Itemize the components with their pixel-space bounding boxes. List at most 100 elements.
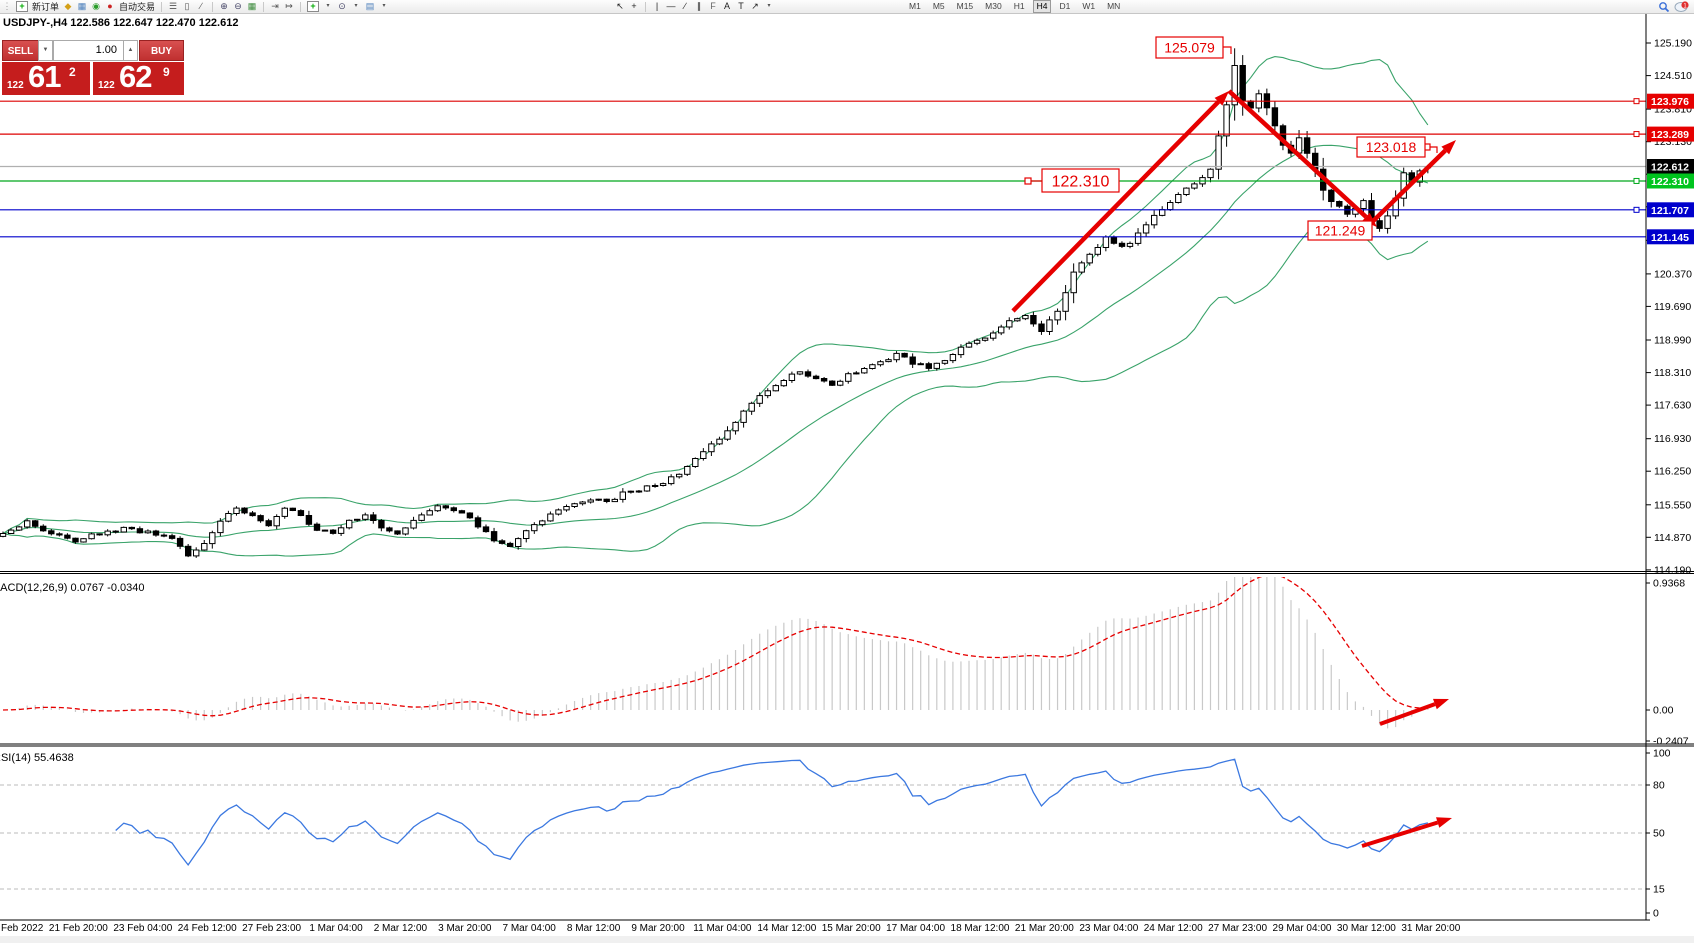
x-axis-label: 9 Mar 20:00 xyxy=(631,923,685,934)
history-center-icon[interactable]: ◆ xyxy=(64,1,72,11)
vertical-line-icon[interactable]: | xyxy=(655,1,659,11)
trend-start-label-box[interactable] xyxy=(1041,168,1120,193)
bull-candle-body xyxy=(684,466,691,475)
new-order-label[interactable]: 新订单 xyxy=(32,2,60,12)
add-indicator-icon[interactable]: + xyxy=(307,1,320,12)
price-axis[interactable]: 125.190124.510123.810123.130122.450121.7… xyxy=(0,14,1694,921)
buy-price-display[interactable]: 122 62 9 xyxy=(93,59,184,95)
line-handle[interactable] xyxy=(1633,206,1640,213)
dropdown-caret[interactable]: ▾ xyxy=(326,3,330,9)
target-label[interactable]: 123.018 xyxy=(1366,139,1417,155)
target-label-box[interactable] xyxy=(1356,136,1426,158)
macd-signal-arrow[interactable] xyxy=(1379,702,1436,726)
bull-candle-body xyxy=(15,526,23,531)
grip-handle[interactable]: ⋮ xyxy=(2,1,12,11)
price-badge xyxy=(1647,126,1694,142)
x-axis-label: 30 Mar 12:00 xyxy=(1337,923,1396,934)
bull-candle-body xyxy=(1102,236,1110,248)
dropdown-caret[interactable]: ▾ xyxy=(354,3,358,9)
bull-candle-body xyxy=(949,354,957,362)
trendline-icon[interactable]: ∕ xyxy=(684,1,686,11)
line-handle[interactable] xyxy=(1633,131,1640,138)
bull-candle-body xyxy=(120,526,127,533)
trend-start-label-anchor[interactable] xyxy=(1024,177,1032,185)
projection-arrow[interactable] xyxy=(1364,148,1447,230)
timeframe-button-h1[interactable]: H1 xyxy=(1013,1,1025,11)
timeframe-button-m5[interactable]: M5 xyxy=(932,1,945,11)
fibonacci-icon[interactable]: F xyxy=(710,1,716,11)
timeframe-button-m15[interactable]: M15 xyxy=(956,1,974,11)
timeframe-button-mn[interactable]: MN xyxy=(1107,1,1121,11)
bull-candle-body xyxy=(273,516,280,527)
bear-candle-body xyxy=(305,515,313,525)
cursor-icon[interactable]: ↖ xyxy=(616,1,624,11)
text-icon[interactable]: A xyxy=(723,1,730,11)
line-handle[interactable] xyxy=(1633,177,1640,184)
label-icon[interactable]: T xyxy=(738,1,744,11)
bear-candle-body xyxy=(160,534,168,537)
template-icon[interactable]: ▤ xyxy=(365,1,375,11)
swing-low-label[interactable]: 121.249 xyxy=(1315,223,1366,239)
bull-candle-body xyxy=(611,498,618,503)
signals-icon[interactable]: ◉ xyxy=(92,1,100,11)
rsi-indicator-label: RSI(14) 55.4638 xyxy=(0,752,74,764)
bull-candle-body xyxy=(362,514,369,520)
market-watch-icon[interactable]: ▦ xyxy=(77,1,87,11)
swing-high-label[interactable]: 125.079 xyxy=(1164,40,1215,56)
arrows-icon[interactable]: ↗ xyxy=(751,1,759,11)
swing-high-label-connector xyxy=(1223,46,1232,54)
bear-candle-body xyxy=(241,507,248,514)
channel-icon[interactable]: ∥ xyxy=(696,1,702,11)
dropdown-caret[interactable]: ▾ xyxy=(767,3,771,9)
sell-price-display[interactable]: 122 61 2 xyxy=(2,59,90,95)
volume-input[interactable]: 1.00 xyxy=(53,40,124,61)
x-axis-label: 7 Mar 04:00 xyxy=(503,923,557,934)
zoom-in-icon[interactable]: ⊕ xyxy=(220,1,228,11)
bull-candle-body xyxy=(217,520,224,534)
autoscroll-icon[interactable]: ⇥ xyxy=(271,1,279,11)
bull-candle-body xyxy=(281,507,289,517)
zoom-out-icon[interactable]: ⊖ xyxy=(234,1,242,11)
autotrade-status-icon[interactable]: ● xyxy=(107,1,113,11)
rsi-signal-arrow[interactable] xyxy=(1361,820,1439,848)
time-axis[interactable]: Feb 2022 21 Feb 20:00 23 Feb 04:00 24 Feb 1… xyxy=(1,923,1461,934)
bull-candle-body xyxy=(402,527,409,535)
timeframe-button-d1[interactable]: D1 xyxy=(1059,1,1071,11)
chart-shift-icon[interactable]: ↦ xyxy=(285,1,293,11)
bull-candle-body xyxy=(1360,200,1367,210)
new-order-icon[interactable]: + xyxy=(16,1,28,12)
line-chart-icon[interactable]: ∕ xyxy=(200,1,202,11)
search-icon[interactable] xyxy=(1658,1,1670,13)
bar-chart-icon[interactable]: ☰ xyxy=(168,1,178,11)
line-handle[interactable] xyxy=(1633,98,1640,105)
autotrade-label[interactable]: 自动交易 xyxy=(119,2,156,12)
volume-decrease-spinner[interactable]: ▼ xyxy=(38,40,53,61)
volume-increase-spinner[interactable]: ▲ xyxy=(123,40,138,61)
timeframe-button-m1[interactable]: M1 xyxy=(909,1,921,11)
horizontal-line-icon[interactable]: — xyxy=(666,1,676,11)
notification-bubble-icon[interactable]: 1 xyxy=(1674,0,1690,13)
bear-candle-body xyxy=(40,525,47,532)
crosshair-icon[interactable]: + xyxy=(631,1,637,11)
tile-windows-icon[interactable]: ▦ xyxy=(247,1,257,11)
buy-button[interactable]: BUY xyxy=(139,40,184,61)
uptrend-arrow[interactable] xyxy=(1011,100,1221,313)
bull-candle-body xyxy=(981,337,989,341)
sell-button[interactable]: SELL xyxy=(2,40,39,61)
timeframe-button-w1[interactable]: W1 xyxy=(1082,1,1096,11)
horizontal-price-lines[interactable] xyxy=(0,98,1646,238)
swing-low-label-box[interactable] xyxy=(1307,220,1373,241)
downtrend-arrow[interactable] xyxy=(1227,89,1368,219)
trend-start-label[interactable]: 122.310 xyxy=(1052,173,1110,190)
dropdown-caret[interactable]: ▾ xyxy=(382,3,386,9)
y-axis-tick-label: 116.250 xyxy=(1654,466,1691,478)
trend-annotations[interactable]: 125.079 122.310 123.018 121.249 xyxy=(1011,36,1456,848)
swing-high-label-box[interactable] xyxy=(1155,36,1224,59)
timeframe-button-h4[interactable]: H4 xyxy=(1032,0,1052,13)
period-icon[interactable]: ⊙ xyxy=(338,1,346,11)
x-axis-label: 17 Mar 04:00 xyxy=(886,923,945,934)
timeframe-button-m30[interactable]: M30 xyxy=(985,1,1002,11)
bull-candle-body xyxy=(756,395,763,404)
candlestick-chart-icon[interactable]: ▯ xyxy=(184,1,190,11)
